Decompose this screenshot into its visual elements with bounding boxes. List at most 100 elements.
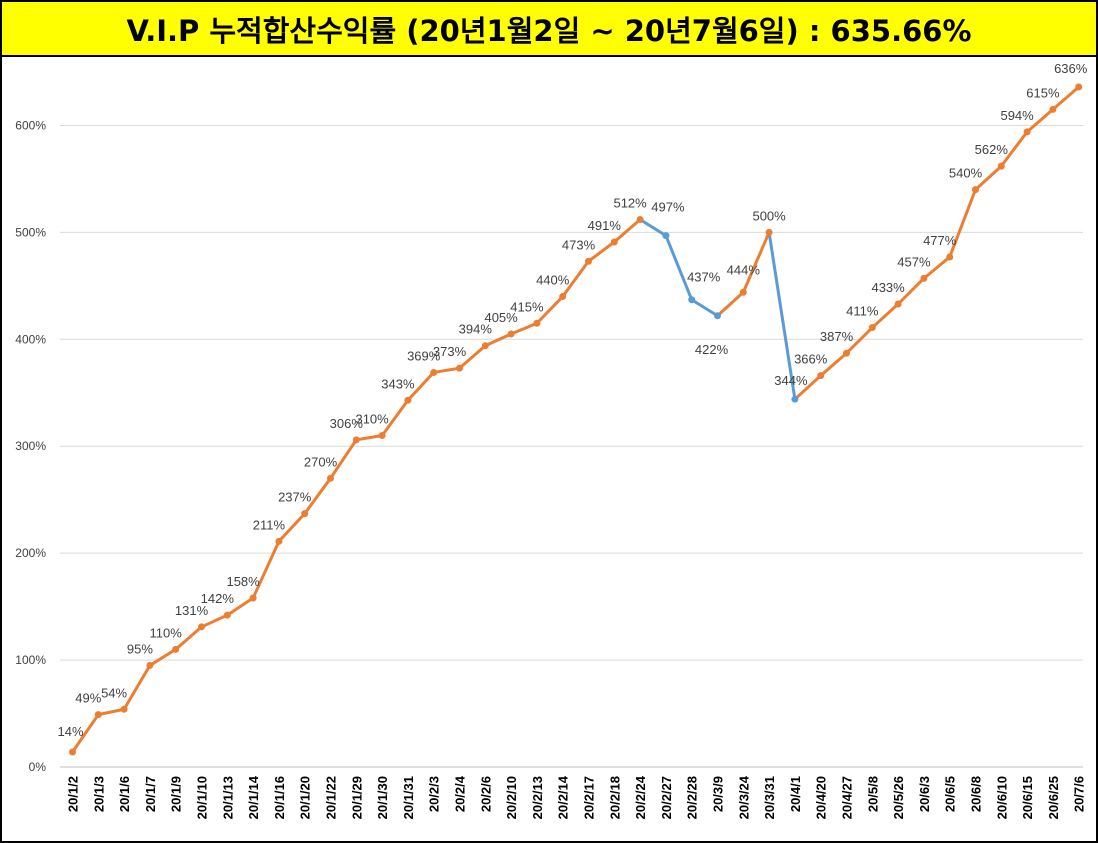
data-point — [739, 288, 747, 296]
series-line-segment — [406, 370, 436, 402]
x-tick-label: 20/1/16 — [272, 776, 287, 819]
data-point — [843, 349, 850, 357]
y-tick-label: 600% — [15, 118, 46, 132]
x-tick-label: 20/7/6 — [1072, 776, 1087, 812]
data-label: 211% — [253, 517, 286, 532]
series-line-segment — [535, 295, 565, 325]
data-label: 477% — [923, 233, 957, 248]
series-line-segment — [690, 298, 719, 318]
data-label: 14% — [57, 724, 83, 739]
series-line-segment — [303, 476, 332, 516]
data-point — [765, 228, 773, 236]
data-label: 394% — [459, 322, 493, 337]
data-label: 457% — [897, 254, 931, 269]
data-point — [275, 537, 283, 545]
x-tick-label: 20/1/3 — [91, 776, 106, 812]
x-tick-label: 20/1/29 — [349, 776, 364, 819]
data-point — [636, 216, 644, 224]
x-tick-label: 20/1/31 — [401, 776, 416, 819]
x-tick-label: 20/3/24 — [736, 775, 751, 819]
series-line-segment — [225, 596, 255, 617]
x-tick-label: 20/1/10 — [195, 776, 210, 819]
series-line-segment — [974, 164, 1003, 192]
x-tick-label: 20/2/28 — [685, 776, 700, 819]
data-label: 270% — [304, 454, 338, 469]
x-tick-label: 20/5/26 — [891, 776, 906, 819]
data-label: 343% — [381, 376, 415, 391]
data-point — [533, 319, 541, 327]
data-label: 594% — [1000, 108, 1034, 123]
series-line-segment — [716, 290, 745, 318]
data-label: 437% — [687, 270, 721, 285]
data-label: 433% — [871, 280, 905, 295]
series-line-segment — [999, 130, 1029, 168]
series-line-segment — [432, 366, 461, 374]
x-tick-label: 20/3/31 — [762, 776, 777, 819]
data-label: 310% — [355, 412, 389, 427]
data-label: 131% — [175, 603, 209, 618]
series-line-segment — [380, 398, 410, 438]
data-point — [301, 510, 309, 518]
data-point — [610, 238, 618, 246]
x-tick-label: 20/2/24 — [633, 775, 648, 819]
series-line-segment — [922, 255, 952, 280]
data-point — [1023, 128, 1031, 136]
x-tick-label: 20/2/14 — [556, 775, 571, 819]
series-line-segment — [870, 302, 900, 330]
data-point — [662, 232, 670, 240]
series-line-segment — [329, 438, 358, 480]
data-label: 158% — [226, 574, 260, 589]
data-label: 49% — [75, 691, 101, 706]
x-tick-label: 20/2/3 — [427, 776, 442, 812]
data-label: 473% — [562, 237, 596, 252]
data-point — [223, 611, 231, 619]
data-point — [920, 274, 928, 282]
data-point — [1075, 83, 1083, 91]
data-label: 512% — [613, 196, 647, 211]
data-label: 440% — [536, 273, 570, 288]
y-tick-label: 300% — [15, 439, 46, 453]
series-line-segment — [896, 276, 926, 306]
data-point — [946, 253, 954, 261]
series-line-segment — [251, 539, 281, 600]
data-point — [1049, 105, 1057, 113]
chart-title-bar: V.I.P 누적합산수익률 (20년1월2일 ~ 20년7월6일) : 635.… — [2, 2, 1096, 57]
data-label: 366% — [794, 352, 828, 367]
chart-title: V.I.P 누적합산수익률 (20년1월2일 ~ 20년7월6일) : 635.… — [126, 13, 972, 48]
data-label: 500% — [752, 208, 786, 223]
data-label: 306% — [330, 416, 364, 431]
series-line-segment — [122, 663, 152, 711]
x-tick-label: 20/2/27 — [659, 776, 674, 819]
x-tick-label: 20/1/13 — [220, 776, 235, 819]
series-line-segment — [509, 321, 539, 336]
data-label: 54% — [101, 685, 127, 700]
x-tick-label: 20/6/8 — [969, 776, 984, 812]
data-label: 415% — [510, 299, 544, 314]
data-point — [688, 296, 696, 304]
data-label: 540% — [949, 166, 983, 181]
series-line-segment — [845, 326, 874, 355]
data-point — [456, 364, 463, 372]
data-point — [997, 162, 1005, 170]
series-line-segment — [638, 218, 668, 238]
series-line-segment — [148, 647, 178, 667]
data-point — [894, 300, 902, 308]
series-line-segment — [174, 625, 203, 651]
x-tick-label: 20/6/5 — [943, 776, 958, 812]
series-line-segment — [767, 230, 797, 401]
data-point — [198, 623, 205, 631]
series-line-segment — [483, 332, 513, 348]
data-label: 373% — [433, 344, 467, 359]
data-point — [817, 372, 825, 380]
data-label: 387% — [820, 329, 854, 344]
x-tick-label: 20/4/27 — [840, 776, 855, 819]
data-label: 369% — [407, 348, 441, 363]
series-line-segment — [793, 374, 823, 401]
data-point — [791, 395, 799, 403]
series-line-segment — [587, 240, 616, 263]
data-label: 142% — [201, 591, 235, 606]
series-line-segment — [458, 344, 487, 370]
y-tick-label: 0% — [29, 760, 47, 774]
x-tick-label: 20/1/9 — [169, 776, 184, 812]
